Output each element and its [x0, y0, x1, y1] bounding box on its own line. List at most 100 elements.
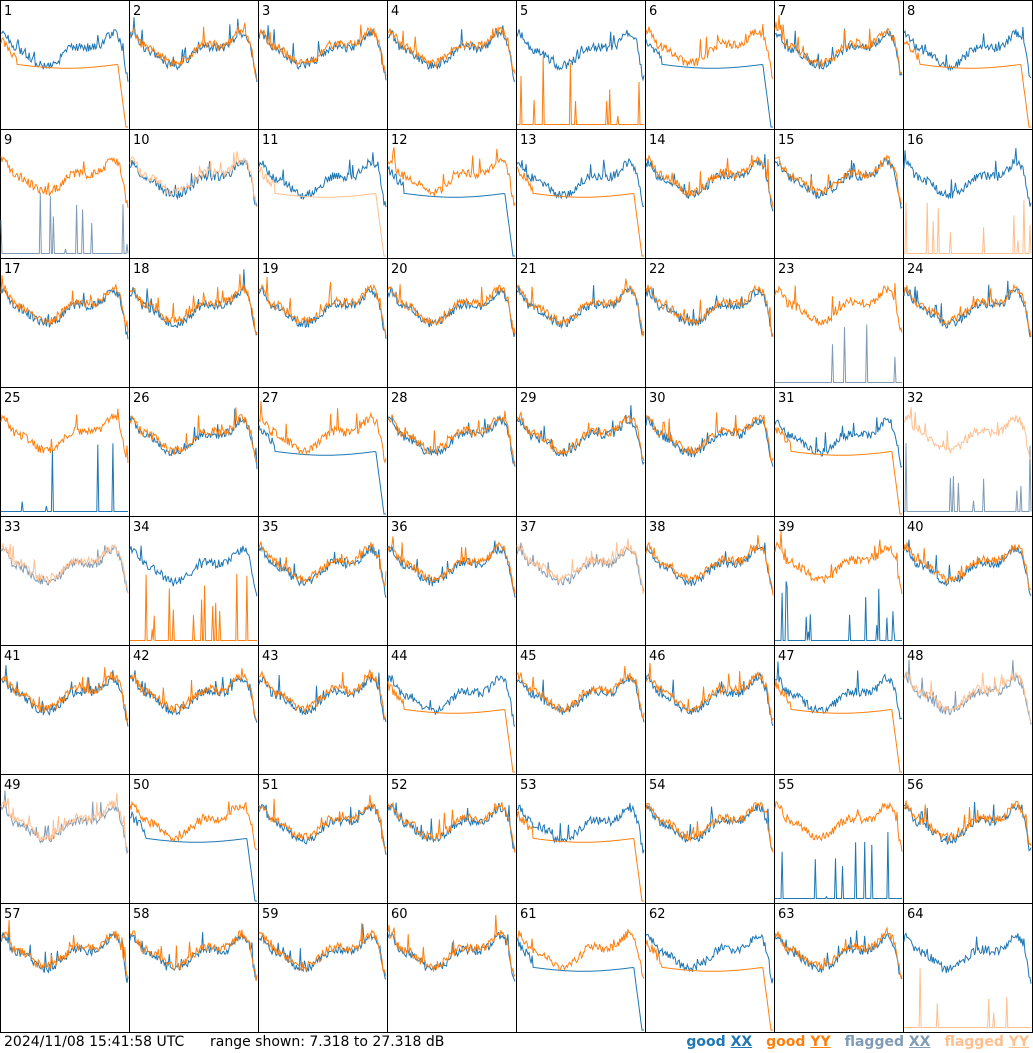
panel-label: 51 [262, 778, 279, 793]
series-yy-line [774, 531, 903, 595]
panel-51: 51 [258, 774, 388, 904]
panel-label: 58 [133, 907, 150, 922]
panel-frame [774, 774, 904, 904]
panel-label: 35 [262, 520, 279, 535]
panel-frame [129, 387, 259, 517]
panel-37: 37 [516, 516, 646, 646]
panel-26: 26 [129, 387, 259, 517]
series-yy-line [129, 407, 258, 464]
series-yy-line [774, 926, 903, 980]
panel-label: 59 [262, 907, 279, 922]
panel-frame [903, 387, 1033, 517]
panel-44: 44 [387, 645, 517, 775]
panel-label: 10 [133, 133, 150, 148]
series-xx-line [516, 674, 645, 723]
panel-label: 27 [262, 391, 279, 406]
panel-32: 32 [903, 387, 1033, 517]
panel-frame [645, 129, 775, 259]
panel-59: 59 [258, 903, 388, 1033]
legend: good XX good YY flagged XX flagged YY [686, 1034, 1029, 1050]
series-xx-line [1, 443, 128, 512]
series-yy-line [904, 199, 1032, 254]
panel-frame [516, 387, 646, 517]
series-yy-line [129, 151, 258, 208]
panel-label: 31 [778, 391, 795, 406]
panel-frame [516, 645, 646, 775]
panel-label: 34 [133, 520, 150, 535]
panel-frame [0, 903, 130, 1033]
panel-48: 48 [903, 645, 1033, 775]
panel-23: 23 [774, 258, 904, 388]
panel-label: 63 [778, 907, 795, 922]
series-yy-line [903, 406, 1032, 461]
panel-label: 18 [133, 262, 150, 277]
panel-55: 55 [774, 774, 904, 904]
panel-frame [129, 645, 259, 775]
series-xx-line [387, 540, 516, 598]
panel-9: 9 [0, 129, 130, 259]
panel-frame [903, 774, 1033, 904]
panel-label: 37 [520, 520, 537, 535]
panel-label: 23 [778, 262, 795, 277]
panel-64: 64 [903, 903, 1033, 1033]
series-xx-line [0, 29, 129, 82]
series-yy-line [645, 412, 774, 462]
panel-frame [258, 645, 388, 775]
series-xx-line [645, 39, 773, 128]
panel-20: 20 [387, 258, 517, 388]
panel-35: 35 [258, 516, 388, 646]
series-xx-line [516, 803, 645, 854]
series-xx-line [903, 26, 1032, 79]
panel-53: 53 [516, 774, 646, 904]
series-yy-line [774, 680, 902, 773]
panel-frame [516, 0, 646, 130]
panel-33: 33 [0, 516, 130, 646]
series-xx-line [516, 29, 645, 82]
series-yy-line [903, 800, 1032, 846]
panel-frame [387, 0, 517, 130]
panel-2: 2 [129, 0, 259, 130]
panel-label: 56 [907, 778, 924, 793]
series-xx-line [904, 443, 1032, 512]
series-xx-line [516, 937, 644, 1031]
panel-label: 19 [262, 262, 279, 277]
panel-label: 62 [649, 907, 666, 922]
series-yy-line [387, 801, 516, 853]
panel-frame [645, 516, 775, 646]
panel-52: 52 [387, 774, 517, 904]
panel-31: 31 [774, 387, 904, 517]
panel-label: 64 [907, 907, 924, 922]
panel-5: 5 [516, 0, 646, 130]
panel-24: 24 [903, 258, 1033, 388]
legend-flagged-yy: flagged YY [944, 1034, 1029, 1050]
panel-label: 36 [391, 520, 408, 535]
series-yy-line [258, 24, 387, 77]
series-yy-line [0, 919, 129, 978]
series-xx-line [775, 831, 902, 899]
series-xx-line [903, 801, 1032, 852]
series-yy-line [387, 410, 516, 466]
panel-label: 24 [907, 262, 924, 277]
panel-frame [387, 387, 517, 517]
panel-frame [903, 645, 1033, 775]
series-yy-line [0, 667, 129, 723]
series-xx-line [387, 414, 516, 467]
series-yy-line [645, 24, 774, 80]
panel-label: 47 [778, 649, 795, 664]
series-yy-line [516, 278, 645, 338]
series-xx-line [258, 424, 386, 515]
panel-label: 55 [778, 778, 795, 793]
series-xx-line [387, 166, 515, 257]
panel-label: 17 [4, 262, 21, 277]
panel-label: 16 [907, 133, 924, 148]
series-yy-line [387, 26, 516, 75]
panel-22: 22 [645, 258, 775, 388]
panel-frame [774, 129, 904, 259]
panel-12: 12 [387, 129, 517, 259]
panel-label: 41 [4, 649, 21, 664]
series-yy-line [904, 967, 1031, 1028]
series-xx-line [645, 671, 774, 727]
panel-6: 6 [645, 0, 775, 130]
panel-36: 36 [387, 516, 517, 646]
panel-frame [0, 774, 130, 904]
